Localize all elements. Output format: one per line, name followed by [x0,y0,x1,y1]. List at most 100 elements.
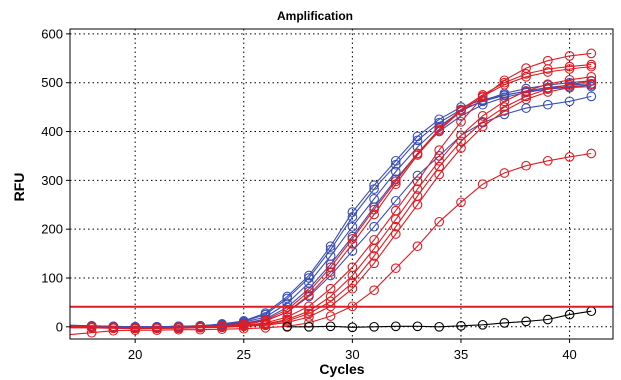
data-point [477,319,488,330]
data-point [542,155,553,166]
data-point [586,148,597,159]
series-12 [69,148,597,338]
y-axis-label: RFU [11,173,27,202]
data-point [390,214,401,225]
y-tick-label: 500 [41,75,63,90]
data-point [369,221,379,232]
y-tick-label: 600 [41,26,63,41]
data-point [347,238,358,249]
data-point [564,96,575,107]
data-point [564,51,575,61]
data-point [347,270,358,281]
data-point [325,321,336,332]
x-tick-label: 25 [237,347,251,362]
data-point [304,308,314,319]
data-point [304,321,314,332]
x-axis-label: Cycles [319,361,364,377]
data-point [542,67,553,77]
data-point [304,312,314,322]
series-line [287,310,592,328]
data-point [390,221,401,232]
y-tick-label: 100 [41,270,63,285]
series-line [69,84,592,328]
x-tick-label: 20 [128,347,142,362]
x-tick-label: 40 [562,347,576,362]
series-line [69,52,592,329]
data-point [369,209,379,220]
series-8 [69,48,597,334]
data-point [304,283,314,294]
series-5 [69,91,597,333]
data-point [86,322,97,333]
data-point [586,76,597,87]
data-point [586,61,597,72]
data-point [217,324,227,335]
data-point [108,323,119,334]
data-point [412,176,423,187]
data-point [238,323,249,334]
data-point [390,176,401,187]
data-point [325,267,336,277]
data-point [521,94,531,105]
data-point [369,202,379,213]
data-point [456,130,466,141]
series-line [69,152,592,336]
data-point [412,241,423,252]
data-point [260,320,271,331]
plot-frame [69,28,614,340]
series-9 [69,71,597,334]
data-point [434,155,445,166]
data-point [564,309,575,320]
data-point [369,321,379,332]
y-tick-label: 400 [41,124,63,139]
data-point [173,324,184,335]
data-point [434,161,445,172]
data-point [434,216,445,227]
data-point [456,116,466,127]
data-point [586,48,597,59]
data-point [412,199,423,210]
data-point [390,179,401,190]
data-point [542,314,553,325]
chart-title: Amplification [277,9,353,23]
data-point [325,259,336,270]
data-point [390,166,401,177]
series-line [69,86,592,328]
series-line [69,80,592,328]
data-point [304,290,314,300]
data-point [238,321,249,332]
data-point [521,160,531,171]
data-point [325,311,336,321]
x-tick-label: 30 [345,347,359,362]
data-point [347,231,358,242]
data-point [521,69,531,79]
data-point [456,320,466,331]
data-point [369,285,379,296]
data-point [412,321,423,332]
data-point [390,195,401,206]
data-point [369,243,379,254]
data-point [390,229,401,239]
data-point [369,251,379,261]
data-point [499,318,510,328]
data-point [564,64,575,74]
data-point [325,283,336,294]
data-point [347,283,358,294]
data-point [564,79,575,90]
y-tick-label: 300 [41,173,63,188]
data-point [564,82,575,93]
series-group [69,48,597,338]
data-point [434,169,445,180]
data-point [542,84,553,94]
data-point [434,321,445,332]
data-point [499,75,510,86]
data-point [521,91,531,102]
data-point [564,74,575,85]
data-point [108,325,119,336]
data-point [412,184,423,194]
series-line [69,80,592,329]
data-point [434,125,445,136]
data-point [347,246,358,256]
